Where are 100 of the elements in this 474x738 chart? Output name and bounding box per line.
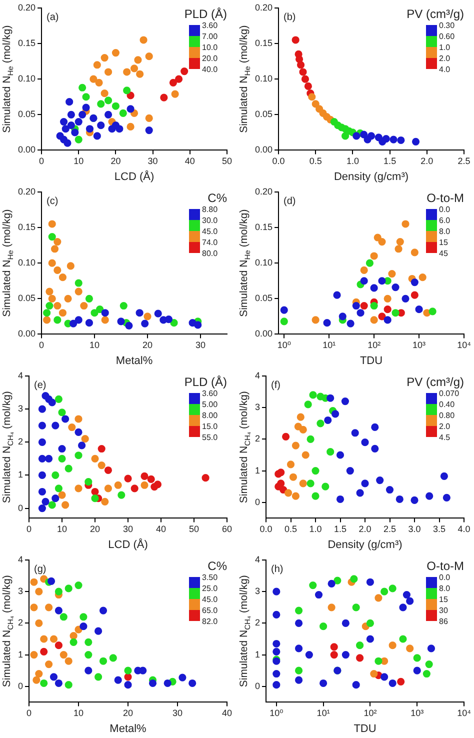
legend-title: O-to-M: [426, 191, 464, 205]
annotation: 55.0: [202, 433, 218, 442]
x-tick-label: 3.0: [408, 524, 421, 534]
y-tick-label: 2: [18, 436, 24, 447]
legend-title: PV (cm³/g): [406, 375, 464, 389]
y-tick-label: 3: [254, 402, 260, 412]
annotation: 0.60: [439, 32, 455, 41]
annotation: 3.60: [202, 21, 218, 30]
annotation: 45: [439, 249, 448, 258]
y-tick-label: 0: [18, 680, 24, 691]
x-tick-label: 10: [74, 156, 84, 166]
annotation: 65.0: [202, 606, 218, 615]
annotation: 45.0: [202, 595, 218, 604]
y-tick-label: 0.10: [18, 258, 36, 268]
y-tick-label: 2: [18, 618, 24, 628]
annotation: 6.0: [439, 216, 450, 225]
x-tick-label: 60: [222, 524, 232, 534]
annotation: 74.0: [202, 238, 218, 247]
y-tick-label: 0.05: [18, 109, 36, 120]
annotation: 10.0: [202, 43, 218, 52]
annotation: 15: [439, 238, 448, 247]
legend-title: C%: [208, 191, 227, 205]
x-tick-label: 0: [39, 340, 44, 350]
annotation: 0.0: [439, 205, 450, 214]
y-tick-label: 4: [254, 370, 260, 380]
y-tick-label: 3: [18, 586, 24, 596]
y-tick-label: 0: [254, 680, 260, 691]
x-tick-label: 10⁴: [457, 708, 472, 718]
annotation: 0.40: [439, 400, 455, 409]
x-tick-label: 4.0: [458, 524, 470, 534]
annotation: 30: [439, 606, 448, 615]
annotation: 7.00: [202, 32, 218, 41]
x-tick-label: 20: [142, 340, 153, 350]
x-tick-label: 20: [122, 708, 134, 718]
y-tick-label: 2: [254, 434, 260, 444]
y-tick-label: 2: [254, 618, 260, 628]
x-tick-label: 0.5: [284, 524, 298, 534]
annotation: 4.0: [439, 65, 450, 74]
y-tick-label: 1: [254, 465, 260, 476]
x-tick-label: 0: [39, 156, 44, 166]
x-tick-label: 0.5: [309, 156, 322, 166]
annotation: (c): [46, 196, 58, 207]
annotation: 82.0: [202, 617, 218, 626]
x-tick-label: 10: [90, 340, 100, 350]
annotation: 25.0: [202, 584, 218, 593]
x-tick-label: 30: [172, 708, 183, 718]
annotation: 3.50: [202, 573, 218, 582]
y-tick-label: 0.05: [18, 293, 36, 304]
y-tick-label: 1: [254, 649, 260, 660]
y-tick-label: 0.20: [18, 2, 36, 12]
annotation: 2.0: [439, 422, 450, 431]
y-tick-label: 0.20: [18, 186, 36, 196]
annotation: 5.00: [202, 400, 218, 409]
annotation: 2.0: [439, 54, 450, 63]
y-tick-label: 4: [254, 554, 260, 564]
x-tick-label: 10⁴: [457, 340, 472, 350]
y-tick-label: 0.00: [254, 144, 273, 155]
annotation: 40.0: [202, 65, 218, 74]
x-tick-label: 20: [90, 524, 100, 534]
y-tick-label: 3: [18, 404, 24, 414]
y-tick-label: 4: [18, 370, 24, 380]
y-tick-label: 0.15: [18, 38, 36, 48]
x-tick-label: 40: [156, 524, 166, 534]
annotation: 20.0: [202, 54, 218, 63]
annotation: 8.00: [202, 411, 218, 420]
legend-title: PLD (Å): [184, 7, 227, 21]
y-tick-label: 0.00: [254, 328, 273, 339]
annotation: 80.0: [202, 249, 218, 258]
annotation: (d): [284, 196, 296, 207]
y-tick-label: 0.15: [18, 222, 36, 232]
y-tick-label: 0.10: [254, 74, 273, 84]
x-tick-label: 40: [184, 156, 195, 166]
x-axis-title: LCD (Å): [114, 170, 154, 183]
x-tick-label: 2.0: [358, 524, 372, 534]
legend-title: O-to-M: [426, 559, 464, 573]
x-tick-label: 10⁰: [270, 708, 284, 718]
annotation: 0.80: [439, 411, 455, 420]
x-tick-label: 3.5: [432, 524, 446, 534]
annotation: 1.0: [439, 43, 450, 52]
x-tick-label: 10: [73, 708, 84, 718]
y-tick-label: 0.20: [254, 2, 273, 12]
annotation: (g): [34, 564, 46, 575]
x-axis-title: Density (g/cm³): [328, 539, 402, 551]
annotation: 4.5: [439, 433, 450, 442]
x-tick-label: 50: [188, 524, 200, 534]
y-tick-label: 0: [254, 496, 260, 507]
x-tick-label: 2.5: [458, 156, 470, 166]
y-tick-label: 4: [18, 554, 24, 564]
x-tick-label: 40: [222, 708, 232, 718]
annotation: 8.0: [439, 584, 450, 593]
y-tick-label: 0.15: [254, 222, 273, 232]
x-tick-label: 10: [56, 524, 68, 534]
annotation: 30.0: [202, 216, 218, 225]
x-tick-label: 10²: [364, 708, 377, 718]
x-tick-label: 30: [195, 340, 206, 350]
annotation: 15.0: [202, 422, 218, 431]
y-tick-label: 0.20: [254, 186, 273, 196]
annotation: (e): [34, 380, 46, 391]
y-tick-label: 0.00: [18, 144, 36, 155]
x-axis-title: LCD (Å): [108, 538, 148, 551]
